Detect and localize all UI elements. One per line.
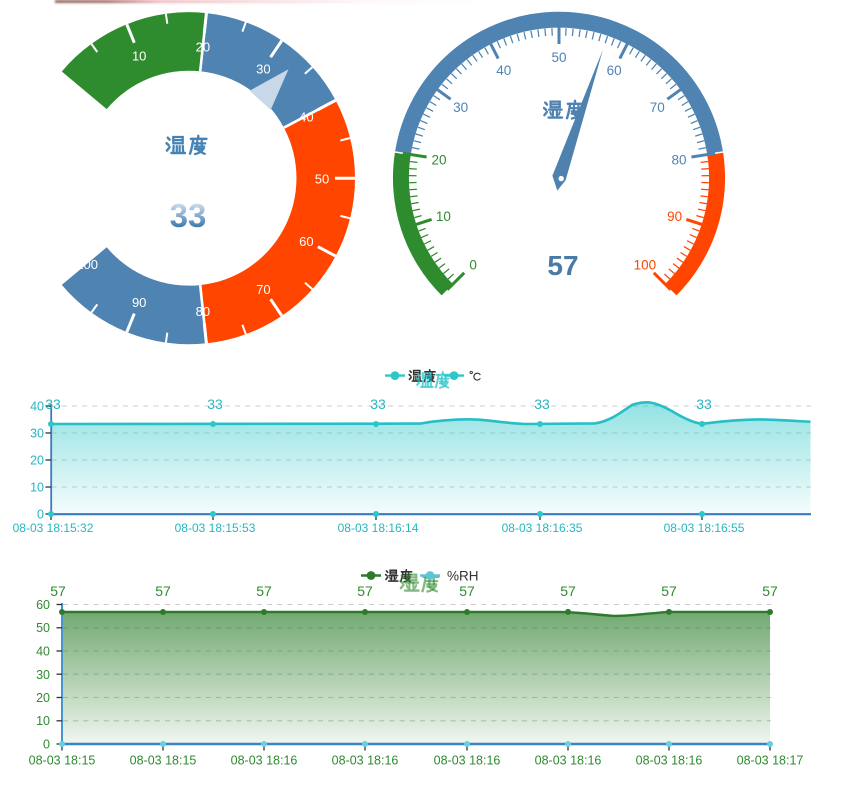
svg-text:50: 50 <box>36 621 50 635</box>
svg-text:90: 90 <box>667 209 682 224</box>
svg-text:08-03 18:15:53: 08-03 18:15:53 <box>175 521 256 535</box>
svg-text:20: 20 <box>30 454 44 468</box>
svg-text:10: 10 <box>36 714 50 728</box>
svg-text:57: 57 <box>459 583 475 599</box>
svg-text:08-03 18:15: 08-03 18:15 <box>29 754 96 768</box>
svg-text:33: 33 <box>370 396 386 412</box>
svg-text:08-03 18:17: 08-03 18:17 <box>737 754 804 768</box>
svg-text:40: 40 <box>299 109 313 124</box>
svg-text:57: 57 <box>560 583 576 599</box>
svg-text:57: 57 <box>50 583 66 599</box>
svg-text:33: 33 <box>696 396 712 412</box>
svg-text:10: 10 <box>436 209 451 224</box>
svg-text:10: 10 <box>30 481 44 495</box>
svg-text:80: 80 <box>196 304 210 319</box>
svg-text:70: 70 <box>650 100 665 115</box>
svg-text:80: 80 <box>671 153 686 168</box>
svg-text:57: 57 <box>661 583 677 599</box>
svg-text:100: 100 <box>76 257 98 272</box>
svg-text:10: 10 <box>132 48 146 63</box>
svg-text:20: 20 <box>196 39 210 54</box>
svg-text:08-03 18:16:14: 08-03 18:16:14 <box>338 521 419 535</box>
svg-text:%RH: %RH <box>447 569 479 584</box>
svg-text:57: 57 <box>357 583 373 599</box>
svg-text:0: 0 <box>37 508 44 522</box>
svg-text:60: 60 <box>36 598 50 612</box>
svg-text:08-03 18:16:55: 08-03 18:16:55 <box>664 521 745 535</box>
svg-text:57: 57 <box>256 583 272 599</box>
svg-text:100: 100 <box>634 257 657 272</box>
svg-text:33: 33 <box>534 396 550 412</box>
svg-text:08-03 18:16: 08-03 18:16 <box>434 754 501 768</box>
svg-text:33: 33 <box>207 396 223 412</box>
svg-text:57: 57 <box>762 583 778 599</box>
svg-text:60: 60 <box>607 63 622 78</box>
svg-text:08-03 18:16: 08-03 18:16 <box>636 754 703 768</box>
svg-text:40: 40 <box>496 63 511 78</box>
svg-text:08-03 18:16:35: 08-03 18:16:35 <box>502 521 583 535</box>
svg-text:30: 30 <box>453 100 468 115</box>
svg-text:40: 40 <box>30 400 44 414</box>
svg-text:50: 50 <box>315 172 329 187</box>
svg-text:08-03 18:15: 08-03 18:15 <box>130 754 197 768</box>
svg-text:08-03 18:16: 08-03 18:16 <box>535 754 602 768</box>
svg-text:57: 57 <box>155 583 171 599</box>
svg-text:33: 33 <box>45 396 61 412</box>
svg-text:33: 33 <box>170 197 207 234</box>
svg-text:0: 0 <box>43 738 50 752</box>
svg-text:60: 60 <box>299 234 313 249</box>
svg-text:08-03 18:16: 08-03 18:16 <box>231 754 298 768</box>
svg-text:40: 40 <box>36 645 50 659</box>
svg-text:0: 0 <box>469 257 477 272</box>
svg-text:08-03 18:16: 08-03 18:16 <box>332 754 399 768</box>
svg-text:20: 20 <box>36 691 50 705</box>
svg-text:30: 30 <box>30 427 44 441</box>
svg-text:70: 70 <box>256 282 270 297</box>
svg-text:20: 20 <box>431 153 446 168</box>
svg-text:50: 50 <box>551 50 566 65</box>
svg-text:57: 57 <box>547 250 578 281</box>
svg-text:30: 30 <box>256 61 270 76</box>
svg-text:90: 90 <box>132 295 146 310</box>
svg-text:08-03 18:15:32: 08-03 18:15:32 <box>13 521 94 535</box>
svg-text:30: 30 <box>36 668 50 682</box>
